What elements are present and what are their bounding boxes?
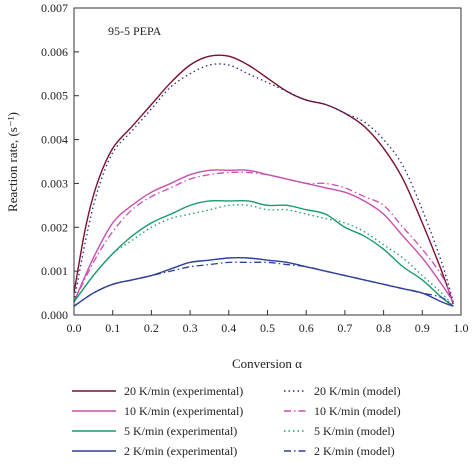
- series-line-2: [73, 63, 454, 303]
- legend-label-5: 5 K/min (experimental): [124, 424, 237, 438]
- y-axis-ticks: 0.000 0.001 0.002 0.003 0.004 0.005 0.006 0.007: [41, 1, 79, 322]
- plot-area: 0.000 0.001 0.002 0.003 0.004 0.005 0.006 0.007…: [41, 1, 469, 335]
- series-line-3: [73, 169, 454, 303]
- y-tick-label: 0.003: [41, 176, 68, 190]
- y-tick-label: 0.002: [41, 220, 68, 234]
- legend-label-8: 2 K/min (model): [314, 444, 395, 458]
- x-tick-label: 0.2: [144, 321, 159, 335]
- x-tick-label: 0.6: [299, 321, 314, 335]
- y-tick-label: 0.005: [41, 89, 68, 103]
- x-tick-label: 0.1: [105, 321, 120, 335]
- series-line-5: [73, 199, 454, 307]
- x-tick-label: 0.4: [221, 321, 236, 335]
- x-tick-label: 1.0: [454, 321, 469, 335]
- x-axis-title: Conversion α: [232, 356, 302, 371]
- x-axis-ticks: 0.0 0.1 0.2 0.3 0.4 0.5 0.6 0.7 0.8 0.9 1.0: [67, 310, 469, 335]
- x-tick-label: 0.0: [67, 321, 82, 335]
- series-line-7: [73, 257, 454, 307]
- legend-label-7: 2 K/min (experimental): [124, 444, 237, 458]
- x-tick-label: 0.8: [376, 321, 391, 335]
- y-tick-label: 0.004: [41, 133, 68, 147]
- y-axis-title: Reaction rate, (s⁻¹): [5, 112, 20, 212]
- series-line-1: [73, 54, 454, 305]
- x-tick-label: 0.9: [415, 321, 430, 335]
- legend: 20 K/min (experimental) 20 K/min (model) 1…: [72, 384, 401, 458]
- x-tick-label: 0.3: [183, 321, 198, 335]
- plot-frame: [73, 7, 462, 316]
- x-tick-label: 0.5: [260, 321, 275, 335]
- series-lines: [73, 54, 454, 307]
- sample-annotation: 95-5 PEPA: [108, 24, 162, 38]
- series-line-4: [73, 171, 454, 303]
- legend-label-2: 20 K/min (model): [314, 384, 401, 398]
- legend-label-3: 10 K/min (experimental): [124, 404, 243, 418]
- y-tick-label: 0.007: [41, 1, 68, 15]
- legend-label-4: 10 K/min (model): [314, 404, 401, 418]
- series-line-8: [73, 261, 454, 307]
- x-tick-label: 0.7: [337, 321, 352, 335]
- legend-label-6: 5 K/min (model): [314, 424, 395, 438]
- y-tick-label: 0.006: [41, 45, 68, 59]
- y-tick-label: 0.001: [41, 264, 68, 278]
- y-tick-label: 0.000: [41, 308, 68, 322]
- legend-label-1: 20 K/min (experimental): [124, 384, 243, 398]
